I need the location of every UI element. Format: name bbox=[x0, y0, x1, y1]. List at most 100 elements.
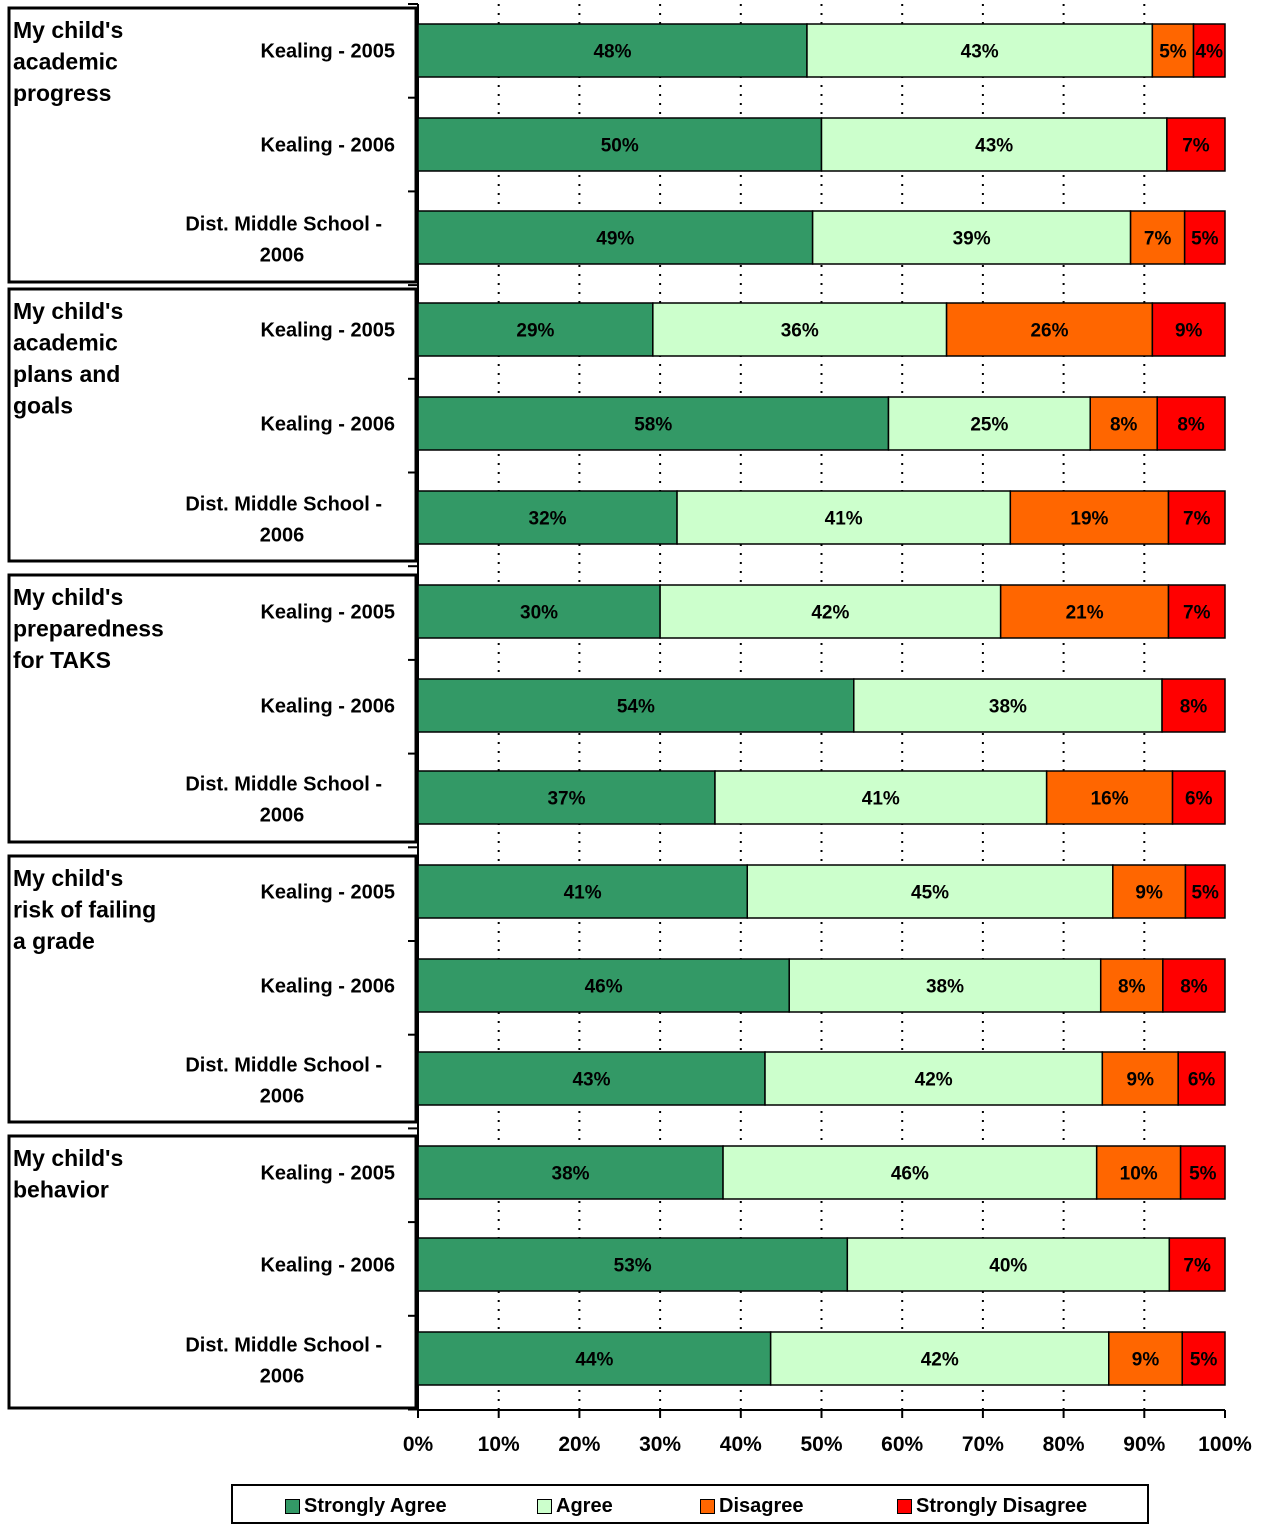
bar-segment bbox=[714, 770, 1048, 825]
bar-segment bbox=[1009, 490, 1170, 545]
bar-segment bbox=[417, 678, 855, 733]
data-label: 42% bbox=[811, 603, 849, 624]
data-label: 53% bbox=[614, 1256, 652, 1277]
row-label: Kealing - 2006 bbox=[260, 696, 395, 718]
group-label: My child's bbox=[13, 1145, 123, 1171]
bar-segment bbox=[820, 117, 1168, 172]
data-label: 8% bbox=[1180, 977, 1208, 998]
bar-segment bbox=[811, 210, 1132, 265]
bar-segment bbox=[1166, 117, 1226, 172]
bar-segment bbox=[1192, 23, 1226, 78]
data-label: 7% bbox=[1182, 136, 1210, 157]
group-label: My child's bbox=[13, 17, 123, 43]
row-label: Kealing - 2005 bbox=[260, 602, 395, 624]
row-label: Kealing - 2006 bbox=[260, 1255, 395, 1277]
data-label: 43% bbox=[572, 1070, 610, 1091]
legend-item-strongly-agree: Strongly Agree bbox=[285, 1495, 447, 1518]
data-label: 41% bbox=[825, 509, 863, 530]
group-label: preparedness bbox=[13, 616, 164, 642]
bar-segment bbox=[1101, 1051, 1179, 1106]
row-label: Kealing - 2006 bbox=[260, 976, 395, 998]
bar-segment bbox=[1161, 678, 1226, 733]
data-label: 8% bbox=[1110, 415, 1138, 436]
data-label: 7% bbox=[1183, 603, 1211, 624]
bar-segment bbox=[788, 958, 1102, 1013]
data-label: 19% bbox=[1070, 509, 1108, 530]
legend-label-agree: Agree bbox=[556, 1495, 613, 1517]
group-label: My child's bbox=[13, 298, 123, 324]
data-label: 7% bbox=[1144, 229, 1172, 250]
row-label: 2006 bbox=[260, 245, 305, 267]
bar-segment bbox=[1099, 958, 1164, 1013]
data-label: 9% bbox=[1132, 1350, 1160, 1371]
row-label: Dist. Middle School - bbox=[185, 494, 382, 516]
data-label: 7% bbox=[1183, 509, 1211, 530]
data-label: 25% bbox=[970, 415, 1008, 436]
group-label: My child's bbox=[13, 865, 123, 891]
bar-segment bbox=[1151, 302, 1226, 357]
bar-segment bbox=[1167, 490, 1226, 545]
bar-segment bbox=[853, 678, 1163, 733]
legend-swatch-agree bbox=[537, 1499, 552, 1514]
bar-segment bbox=[746, 864, 1114, 919]
bar-segment bbox=[1167, 584, 1226, 639]
data-label: 58% bbox=[634, 415, 672, 436]
data-label: 30% bbox=[520, 603, 558, 624]
x-tick-label: 10% bbox=[478, 1433, 520, 1456]
row-label: 2006 bbox=[260, 1086, 305, 1108]
bar-segment bbox=[1177, 1051, 1226, 1106]
row-label: 2006 bbox=[260, 525, 305, 547]
data-label: 8% bbox=[1180, 697, 1208, 718]
data-label: 21% bbox=[1066, 603, 1104, 624]
bar-segment bbox=[417, 1331, 772, 1386]
bar-segment bbox=[417, 1051, 766, 1106]
group-label-box bbox=[7, 6, 418, 284]
data-label: 50% bbox=[601, 136, 639, 157]
bar-segment bbox=[722, 1145, 1098, 1200]
data-label: 37% bbox=[547, 789, 585, 810]
bar-segment bbox=[1112, 864, 1187, 919]
group-label: academic bbox=[13, 49, 118, 75]
bar-segment bbox=[846, 1237, 1171, 1292]
x-tick-label: 40% bbox=[720, 1433, 762, 1456]
data-label: 6% bbox=[1188, 1070, 1216, 1091]
data-label: 5% bbox=[1159, 42, 1187, 63]
data-label: 16% bbox=[1091, 789, 1129, 810]
legend-item-disagree: Disagree bbox=[700, 1495, 804, 1518]
group-label: risk of failing bbox=[13, 897, 156, 923]
bar-segment bbox=[1183, 210, 1226, 265]
data-label: 8% bbox=[1118, 977, 1146, 998]
data-label: 7% bbox=[1183, 1256, 1211, 1277]
bar-segment bbox=[1129, 210, 1186, 265]
group-label-box bbox=[7, 287, 418, 563]
data-label: 48% bbox=[593, 42, 631, 63]
legend-item-agree: Agree bbox=[537, 1495, 613, 1518]
group-label-box bbox=[7, 1134, 418, 1410]
data-label: 39% bbox=[953, 229, 991, 250]
legend-label-disagree: Disagree bbox=[719, 1495, 804, 1517]
bar-segment bbox=[417, 1237, 849, 1292]
bar-segment bbox=[652, 302, 948, 357]
data-label: 38% bbox=[989, 697, 1027, 718]
data-label: 54% bbox=[617, 697, 655, 718]
legend-label-strongly-disagree: Strongly Disagree bbox=[916, 1495, 1088, 1517]
bar-segment bbox=[1179, 1145, 1226, 1200]
data-label: 36% bbox=[781, 321, 819, 342]
data-label: 43% bbox=[975, 136, 1013, 157]
data-label: 43% bbox=[961, 42, 999, 63]
data-label: 5% bbox=[1189, 1164, 1217, 1185]
x-tick-label: 50% bbox=[800, 1433, 842, 1456]
bar-segment bbox=[1151, 23, 1195, 78]
legend-swatch-strongly-agree bbox=[285, 1499, 300, 1514]
data-label: 5% bbox=[1190, 1350, 1218, 1371]
group-label-box bbox=[7, 573, 418, 844]
data-label: 5% bbox=[1191, 229, 1219, 250]
bar-segment bbox=[417, 584, 661, 639]
bar-segment bbox=[1171, 770, 1226, 825]
bar-segment bbox=[417, 210, 814, 265]
bar-segment bbox=[1184, 864, 1226, 919]
x-tick-label: 70% bbox=[962, 1433, 1004, 1456]
x-tick-label: 90% bbox=[1123, 1433, 1165, 1456]
bar-segment bbox=[417, 958, 790, 1013]
x-tick-label: 100% bbox=[1198, 1433, 1252, 1456]
